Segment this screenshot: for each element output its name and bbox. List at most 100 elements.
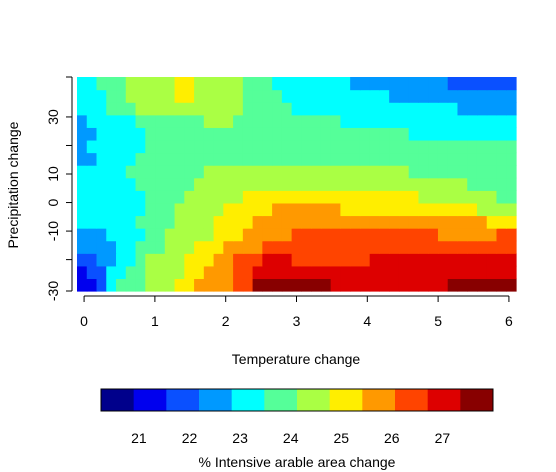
heatmap-cell (496, 152, 507, 166)
heatmap-cell (389, 190, 400, 204)
heatmap-cell (272, 265, 283, 280)
heatmap-cell (359, 77, 371, 91)
colorbar-tick-label: 24 (283, 430, 299, 446)
heatmap-cell (291, 114, 302, 128)
heatmap-cell (145, 102, 156, 116)
heatmap-cell (291, 253, 302, 267)
heatmap-cell (486, 228, 498, 242)
heatmap-cell (486, 127, 498, 141)
heatmap-cell (496, 139, 507, 154)
heatmap-cell (233, 228, 244, 242)
heatmap-cell (262, 165, 273, 179)
heatmap-cell (418, 265, 429, 280)
heatmap-cell (398, 89, 410, 103)
heatmap-cell (428, 127, 439, 141)
heatmap-cell (86, 240, 98, 254)
heatmap-cell (164, 253, 176, 267)
heatmap-cell (262, 114, 273, 128)
colorbar-swatch (329, 389, 363, 411)
heatmap-cell (145, 139, 156, 154)
heatmap-cell (350, 165, 361, 179)
heatmap-cell (398, 240, 410, 254)
heatmap-cell (184, 228, 195, 242)
heatmap-cell (155, 102, 166, 116)
heatmap-cell (418, 190, 429, 204)
heatmap-cell (291, 215, 302, 229)
heatmap-cell (262, 77, 273, 91)
heatmap-cell (428, 228, 439, 242)
heatmap-cell (379, 165, 390, 179)
heatmap-cell (506, 165, 517, 179)
heatmap-cell (116, 265, 127, 280)
x-tick-label: 5 (434, 313, 442, 329)
heatmap-cell (467, 127, 478, 141)
heatmap-cell (506, 152, 517, 166)
colorbar-swatch (460, 389, 494, 411)
heatmap-cell (223, 190, 234, 204)
heatmap-cell (486, 152, 498, 166)
heatmap-cell (311, 102, 322, 116)
heatmap-cell (379, 152, 390, 166)
heatmap-cell (496, 177, 507, 191)
heatmap-cell (272, 278, 283, 292)
heatmap-cell (233, 202, 244, 217)
heatmap-cell (389, 278, 400, 292)
heatmap-cell (106, 114, 117, 128)
heatmap-cell (96, 77, 107, 91)
heatmap-cell (428, 215, 439, 229)
heatmap-cell (77, 228, 88, 242)
heatmap-cell (379, 139, 390, 154)
heatmap-cell (301, 202, 312, 217)
heatmap-cell (418, 215, 429, 229)
heatmap-cell (437, 139, 449, 154)
heatmap-cell (184, 77, 195, 91)
heatmap-cell (496, 127, 507, 141)
heatmap-cell (379, 228, 390, 242)
heatmap-cell (389, 253, 400, 267)
heatmap-cell (389, 228, 400, 242)
heatmap-cell (106, 228, 117, 242)
heatmap-cell (281, 152, 293, 166)
heatmap-cell (389, 265, 400, 280)
heatmap-cell (174, 89, 185, 103)
heatmap-cell (408, 152, 420, 166)
heatmap-cell (184, 102, 195, 116)
heatmap-cell (164, 278, 176, 292)
heatmap-cell (86, 127, 98, 141)
heatmap-cell (194, 278, 205, 292)
heatmap-cell (359, 127, 371, 141)
heatmap-cell (447, 89, 459, 103)
heatmap-cell (398, 165, 410, 179)
heatmap-cell (418, 165, 429, 179)
heatmap-cell (506, 253, 517, 267)
heatmap-cell (242, 215, 254, 229)
heatmap-cell (135, 77, 146, 91)
heatmap-cell (301, 102, 312, 116)
heatmap-cell (116, 202, 127, 217)
heatmap-cell (281, 202, 293, 217)
heatmap-cell (262, 215, 273, 229)
heatmap-cell (476, 190, 488, 204)
heatmap-cell (272, 139, 283, 154)
heatmap-cell (194, 240, 205, 254)
heatmap-cell (311, 114, 322, 128)
colorbar-tick-label: 22 (182, 430, 198, 446)
heatmap-cell (174, 190, 185, 204)
heatmap-cell (262, 253, 273, 267)
heatmap-cell (96, 240, 107, 254)
heatmap-cell (457, 215, 468, 229)
heatmap-cell (125, 240, 137, 254)
x-tick-label: 6 (505, 313, 513, 329)
heatmap-cell (145, 152, 156, 166)
heatmap-cell (340, 253, 351, 267)
heatmap-cell (96, 139, 107, 154)
heatmap-cell (203, 215, 215, 229)
heatmap-cell (272, 253, 283, 267)
heatmap-cell (135, 139, 146, 154)
heatmap-cell (272, 127, 283, 141)
heatmap-cell (125, 139, 137, 154)
heatmap-cell (77, 190, 88, 204)
colorbar-tick-label: 23 (232, 430, 248, 446)
y-tick-label: -30 (45, 281, 61, 301)
heatmap-cell (262, 278, 273, 292)
